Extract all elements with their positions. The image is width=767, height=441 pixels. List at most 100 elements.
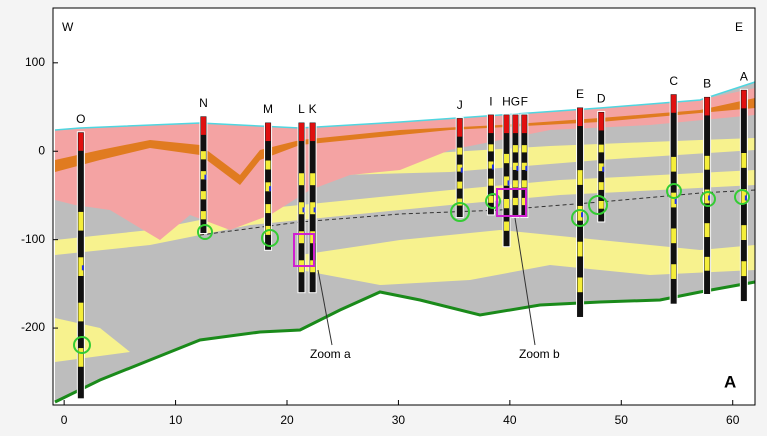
borehole-segment <box>522 115 527 133</box>
borehole-segment <box>457 182 462 189</box>
west-label: W <box>62 20 74 34</box>
y-tick-label: -200 <box>21 320 45 334</box>
borehole-segment <box>578 108 583 126</box>
borehole-segment <box>578 277 583 292</box>
borehole-segment <box>457 119 462 137</box>
borehole-segment <box>602 167 604 172</box>
borehole-segment <box>705 257 710 271</box>
borehole-segment <box>522 145 527 152</box>
borehole-segment <box>741 153 746 168</box>
borehole-segment <box>513 145 518 152</box>
borehole-segment <box>488 115 493 133</box>
y-tick-label: 0 <box>38 143 45 157</box>
borehole-segment <box>299 123 304 141</box>
borehole-label: K <box>309 102 317 116</box>
borehole-segment <box>671 157 676 172</box>
borehole-label: N <box>199 96 208 110</box>
x-tick-label: 50 <box>615 413 629 427</box>
borehole-segment <box>578 170 583 185</box>
borehole-segment <box>671 264 676 279</box>
borehole-label: L <box>298 102 305 116</box>
borehole-segment <box>461 168 463 173</box>
borehole-segment <box>522 180 527 187</box>
borehole-segment <box>310 173 315 185</box>
borehole-segment <box>671 228 676 243</box>
borehole-segment <box>516 166 518 171</box>
x-tick-label: 20 <box>280 413 294 427</box>
borehole-segment <box>201 117 206 135</box>
borehole-segment <box>578 242 583 257</box>
borehole-segment <box>504 199 509 208</box>
x-tick-label: 10 <box>169 413 183 427</box>
borehole-label: M <box>263 102 273 116</box>
borehole-segment <box>266 161 271 170</box>
x-tick-label: 40 <box>503 413 517 427</box>
borehole-label: I <box>489 94 492 108</box>
borehole-segment <box>82 265 84 270</box>
borehole-segment <box>675 199 677 204</box>
borehole-segment <box>78 303 83 322</box>
borehole-segment <box>488 196 493 203</box>
borehole-label: G <box>511 94 520 108</box>
borehole-segment <box>741 90 746 108</box>
borehole-segment <box>302 207 304 212</box>
borehole-segment <box>78 212 83 231</box>
borehole-segment <box>78 348 83 367</box>
borehole-segment <box>204 175 206 180</box>
borehole-label: H <box>502 94 511 108</box>
borehole-segment <box>705 97 710 115</box>
borehole-segment <box>705 156 710 170</box>
borehole-segment <box>266 204 271 213</box>
borehole-segment <box>78 133 83 151</box>
borehole-segment <box>504 154 509 163</box>
annotation: Zoom a <box>310 347 351 361</box>
y-tick-label: 100 <box>25 55 45 69</box>
borehole-segment <box>266 123 271 141</box>
borehole-segment <box>508 180 510 185</box>
borehole-label: A <box>740 70 748 84</box>
chart: ONMLKJIHGFEDCBA Zoom a Zoom b W E A 0102… <box>0 0 767 436</box>
borehole-segment <box>201 211 206 219</box>
borehole-segment <box>492 165 494 170</box>
borehole-segment <box>741 261 746 276</box>
borehole-segment <box>201 151 206 159</box>
borehole-segment <box>581 212 583 217</box>
east-label: E <box>735 20 743 34</box>
borehole-label: C <box>669 74 678 88</box>
borehole-segment <box>504 115 509 133</box>
borehole-segment <box>488 179 493 186</box>
borehole-segment <box>513 198 518 205</box>
borehole-segment <box>269 186 271 191</box>
y-tick-label: -100 <box>21 232 45 246</box>
borehole-segment <box>599 201 604 209</box>
borehole-segment <box>504 222 509 231</box>
borehole-segment <box>513 180 518 187</box>
annotation: Zoom b <box>519 347 560 361</box>
borehole-segment <box>708 195 710 200</box>
borehole-segment <box>599 182 604 190</box>
borehole-segment <box>599 112 604 130</box>
borehole-label: E <box>576 87 584 101</box>
borehole-segment <box>525 166 527 171</box>
x-tick-label: 60 <box>726 413 740 427</box>
borehole-segment <box>299 173 304 185</box>
borehole-label: F <box>521 94 528 108</box>
borehole-segment <box>599 145 604 153</box>
borehole-segment <box>705 223 710 237</box>
x-tick-label: 30 <box>392 413 406 427</box>
borehole-segment <box>457 148 462 155</box>
panel-label: A <box>724 372 736 391</box>
borehole-label: O <box>76 112 85 126</box>
borehole-label: J <box>457 98 463 112</box>
borehole-label: B <box>703 77 711 91</box>
page: {"chart_data": {"type": "cross-section",… <box>0 0 767 441</box>
borehole-segment <box>314 207 316 212</box>
borehole-segment <box>671 95 676 113</box>
borehole-segment <box>310 123 315 141</box>
x-tick-label: 0 <box>61 413 68 427</box>
borehole-segment <box>741 225 746 240</box>
borehole-segment <box>513 115 518 133</box>
borehole-segment <box>201 191 206 199</box>
borehole-segment <box>488 144 493 151</box>
borehole-label: D <box>597 92 606 106</box>
